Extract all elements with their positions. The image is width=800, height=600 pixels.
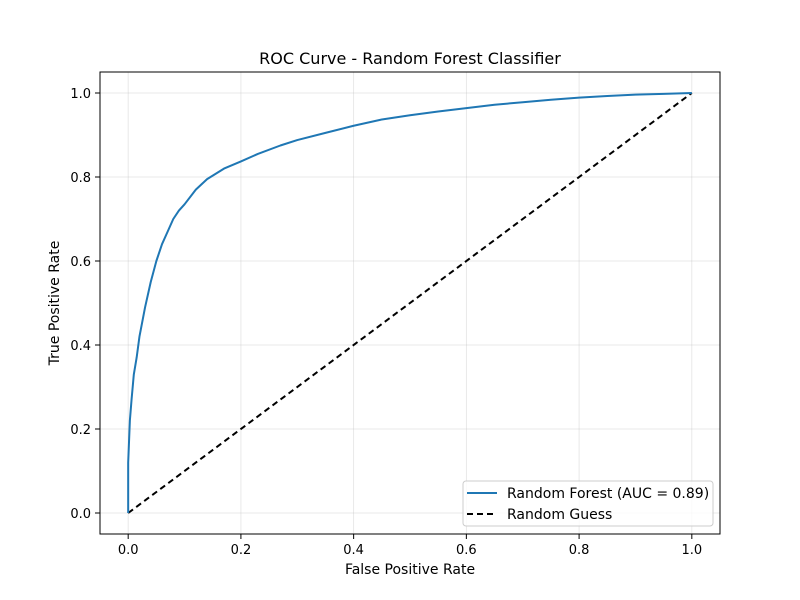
x-axis-ticks: 0.0 0.2 0.4 0.6 0.8 1.0 — [118, 534, 702, 558]
plot-frame — [99, 71, 721, 535]
y-tick-label: 0.6 — [70, 255, 91, 270]
x-tick-label: 0.8 — [569, 543, 590, 558]
random-guess-line — [127, 92, 693, 514]
y-axis-ticks: 0.0 0.2 0.4 0.6 0.8 1.0 — [70, 87, 100, 522]
x-axis-label: False Positive Rate — [345, 562, 475, 578]
legend-box — [462, 480, 714, 527]
y-tick-label: 0.0 — [70, 507, 91, 522]
legend-label-random-guess: Random Guess — [507, 507, 612, 523]
y-tick-label: 1.0 — [70, 87, 91, 102]
roc-curve-line — [127, 92, 692, 513]
y-tick-label: 0.4 — [70, 339, 91, 354]
x-tick-label: 0.4 — [343, 543, 364, 558]
series-layer — [127, 92, 693, 514]
x-tick-label: 1.0 — [681, 543, 702, 558]
x-tick-label: 0.0 — [118, 543, 139, 558]
y-tick-label: 0.8 — [70, 171, 91, 186]
x-tick-label: 0.2 — [231, 543, 252, 558]
x-tick-label: 0.6 — [456, 543, 477, 558]
legend: Random Forest (AUC = 0.89) Random Guess — [462, 480, 714, 527]
grid — [100, 72, 720, 534]
y-axis-label: True Positive Rate — [47, 241, 63, 367]
chart-title: ROC Curve - Random Forest Classifier — [259, 49, 561, 68]
legend-label-random-forest: Random Forest (AUC = 0.89) — [507, 486, 709, 502]
y-tick-label: 0.2 — [70, 423, 91, 438]
